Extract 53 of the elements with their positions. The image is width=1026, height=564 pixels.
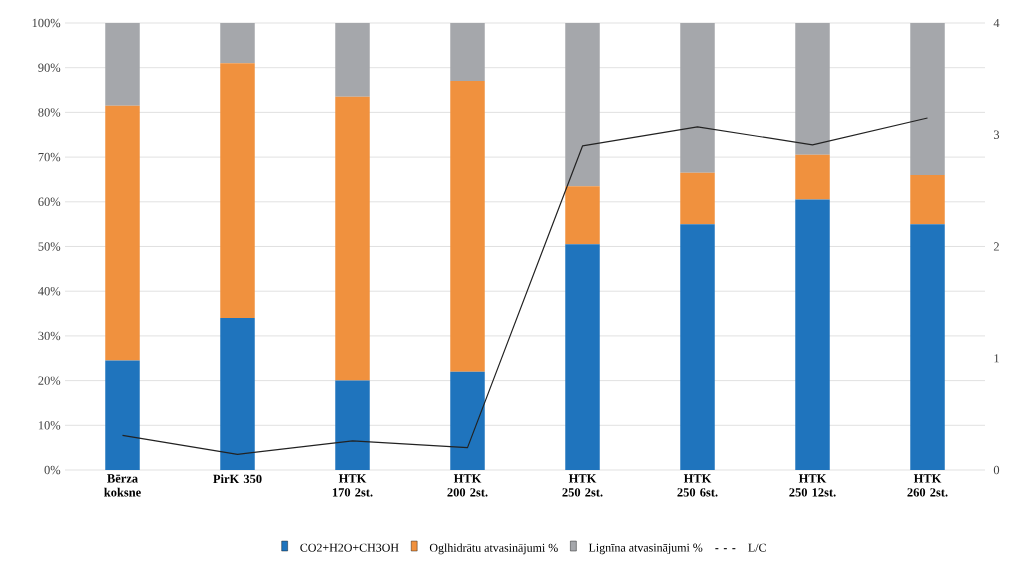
bar xyxy=(220,63,255,319)
y2-tick-label: 1 xyxy=(994,354,999,363)
bar xyxy=(680,224,715,470)
y-tick-label: 100% xyxy=(32,18,61,28)
x-tick-label: Bērza koksne xyxy=(104,474,141,497)
bar xyxy=(565,186,600,245)
legend-label: Oglhidrātu atvasinājumi % xyxy=(429,543,558,555)
bar xyxy=(220,23,255,64)
bar xyxy=(105,23,140,106)
legend-label: L/C xyxy=(748,543,766,552)
bar xyxy=(680,172,715,225)
legend-label: Lignīna atvasinājumi % xyxy=(588,543,703,555)
x-tick-label: HTK 260 2st. xyxy=(907,474,948,497)
bar xyxy=(910,23,945,175)
line-series xyxy=(121,117,929,455)
bar xyxy=(450,81,485,372)
x-tick-label: PirK 350 xyxy=(213,474,262,484)
bar xyxy=(565,244,600,470)
y2-tick-label: 3 xyxy=(993,130,1000,139)
bar xyxy=(680,23,715,173)
y2-tick-label: 0 xyxy=(993,465,1000,475)
y-tick-label: 80% xyxy=(38,108,61,117)
y-tick-label: 90% xyxy=(38,63,61,72)
y2-tick-label: 4 xyxy=(993,18,1000,28)
bar xyxy=(335,96,370,381)
bar xyxy=(910,224,945,470)
y-tick-label: 20% xyxy=(38,376,61,385)
legend-label: CO2+H2O+CH3OH xyxy=(300,543,399,552)
bar xyxy=(220,318,255,470)
y-tick-label: 40% xyxy=(38,286,61,296)
bar xyxy=(105,360,140,470)
bar xyxy=(105,105,140,361)
bar xyxy=(335,380,370,470)
x-tick-label: HTK 250 12st. xyxy=(789,474,836,497)
x-tick-label: HTK 250 6st. xyxy=(677,474,718,497)
bar xyxy=(910,174,945,225)
x-tick-label: HTK 170 2st. xyxy=(332,474,373,497)
bar xyxy=(565,23,600,187)
bar xyxy=(795,199,830,470)
y-tick-label: 60% xyxy=(38,197,61,207)
y-tick-label: 50% xyxy=(38,242,61,251)
y-tick-label: 70% xyxy=(38,152,61,162)
y-tick-label: 30% xyxy=(38,331,61,341)
y2-tick-label: 2 xyxy=(993,242,999,251)
x-tick-label: HTK 250 2st. xyxy=(562,474,603,497)
bar xyxy=(795,23,830,155)
y-tick-label: 10% xyxy=(38,421,61,430)
bar xyxy=(450,23,485,82)
bar xyxy=(335,23,370,97)
bar xyxy=(795,154,830,200)
bar xyxy=(450,371,485,470)
y-tick-label: 0% xyxy=(44,465,61,475)
x-tick-label: HTK 200 2st. xyxy=(447,474,488,497)
